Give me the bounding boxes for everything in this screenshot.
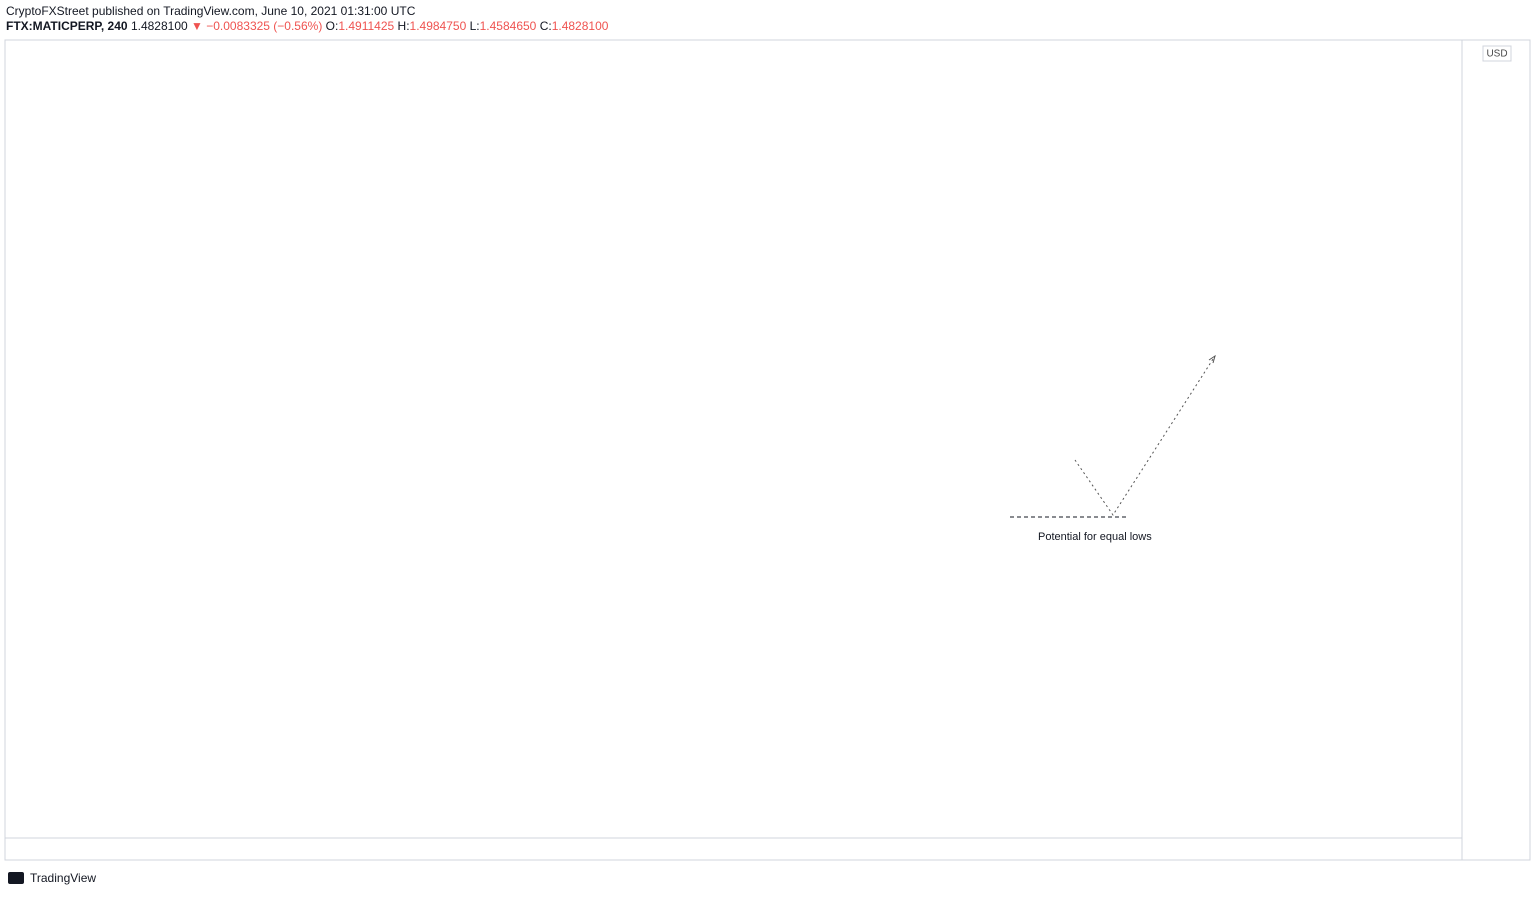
o: 1.4911425 bbox=[338, 19, 394, 33]
footer: TradingView bbox=[30, 871, 96, 885]
frame bbox=[4, 39, 1531, 861]
change: ▼ −0.0083325 (−0.56%) bbox=[191, 19, 322, 33]
projection-path bbox=[1074, 355, 1216, 516]
l-label: L: bbox=[470, 19, 480, 33]
last: 1.4828100 bbox=[131, 19, 188, 33]
h-label: H: bbox=[398, 19, 410, 33]
annotation: Potential for equal lows bbox=[1038, 531, 1152, 543]
projection-arrowhead bbox=[1208, 354, 1216, 364]
tv-logo bbox=[8, 872, 24, 884]
l: 1.4584650 bbox=[480, 19, 537, 33]
symbol: FTX:MATICPERP, 240 bbox=[6, 19, 128, 33]
c-label: C: bbox=[540, 19, 552, 33]
h: 1.4984750 bbox=[410, 19, 467, 33]
o-label: O: bbox=[326, 19, 339, 33]
c: 1.4828100 bbox=[552, 19, 609, 33]
publisher: CryptoFXStreet published on TradingView.… bbox=[6, 4, 416, 18]
currency-box bbox=[1482, 45, 1512, 62]
currency: USD bbox=[1486, 49, 1507, 60]
header-line: FTX:MATICPERP, 240 1.4828100 ▼ −0.008332… bbox=[6, 19, 609, 33]
